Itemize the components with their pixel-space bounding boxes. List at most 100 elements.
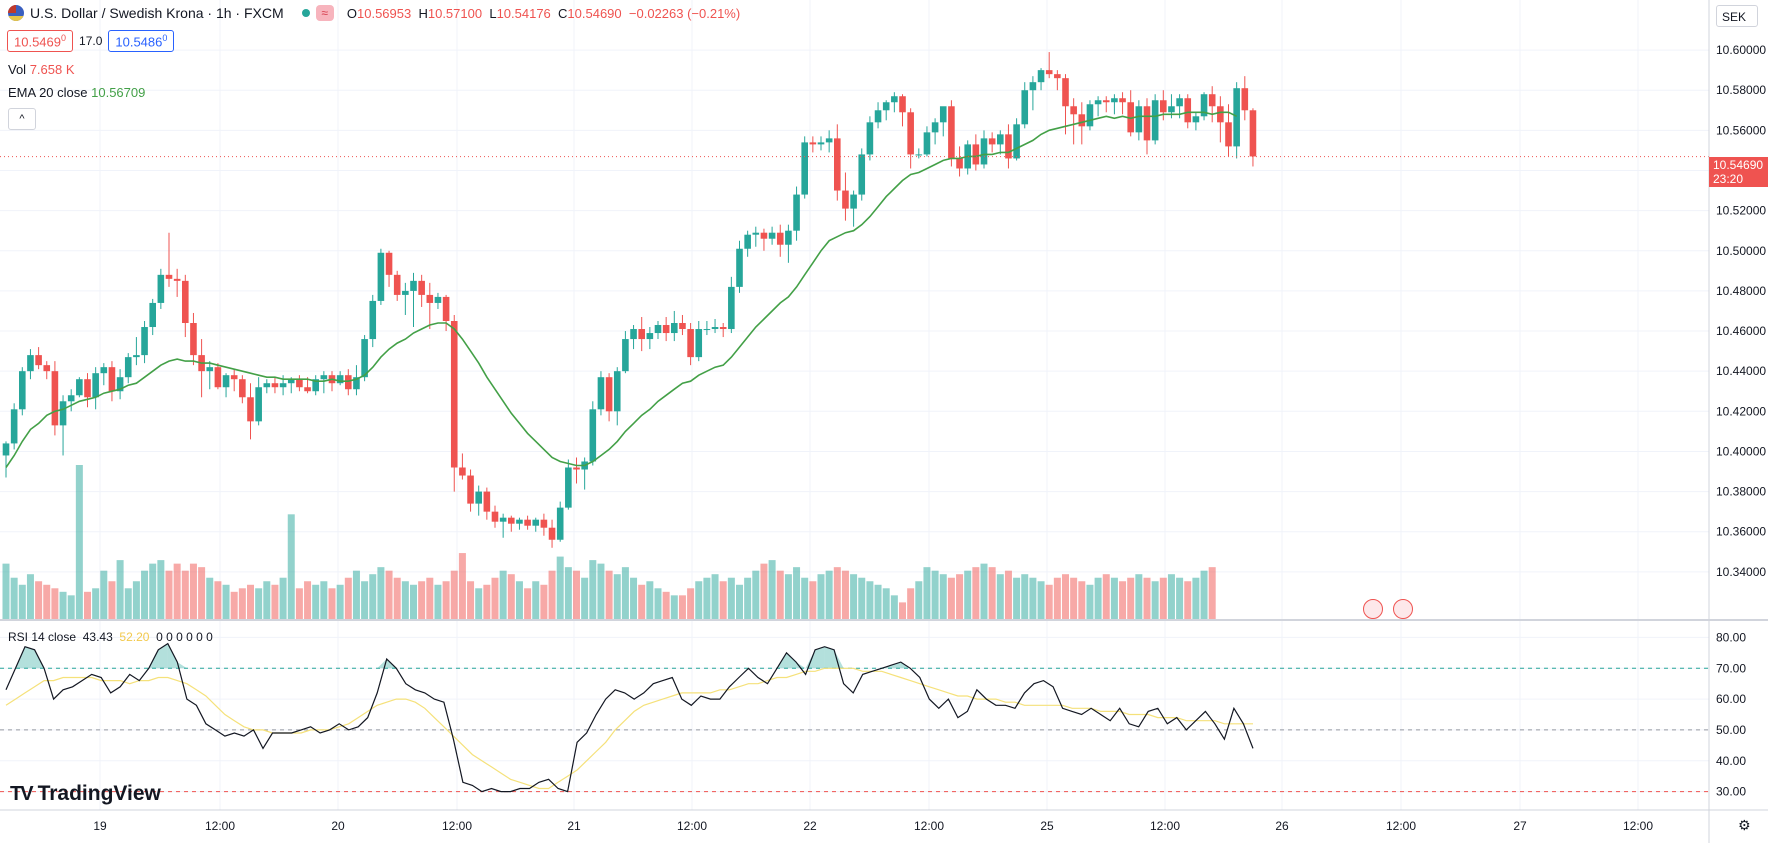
candle[interactable] [752, 226, 760, 247]
symbol-title[interactable]: U.S. Dollar / Swedish Krona · 1h · FXCM [30, 5, 284, 21]
candle[interactable] [679, 314, 686, 336]
candle[interactable] [108, 361, 116, 402]
candle[interactable] [972, 134, 980, 171]
candle[interactable] [785, 224, 792, 263]
candle[interactable] [915, 148, 923, 159]
candle[interactable] [149, 298, 156, 336]
candle[interactable] [744, 230, 751, 257]
candle[interactable] [760, 228, 768, 251]
candle[interactable] [100, 363, 108, 386]
candle[interactable] [124, 353, 132, 384]
candle[interactable] [931, 118, 939, 145]
candle[interactable] [1086, 100, 1094, 131]
candle[interactable] [671, 310, 678, 342]
candle[interactable] [581, 457, 588, 490]
candle[interactable] [997, 130, 1004, 155]
candle[interactable] [923, 126, 931, 157]
candle[interactable] [899, 94, 906, 127]
candle[interactable] [589, 401, 597, 466]
rsi-pane[interactable] [0, 642, 1709, 793]
candle[interactable] [1217, 96, 1224, 143]
candle[interactable] [35, 347, 42, 370]
candle[interactable] [980, 130, 988, 169]
candle[interactable] [1005, 124, 1012, 169]
candle[interactable] [51, 361, 59, 436]
candle[interactable] [662, 316, 670, 342]
buy-button[interactable]: 10.54860 [108, 30, 175, 53]
candle[interactable] [638, 316, 645, 352]
candle[interactable] [67, 389, 75, 412]
candle[interactable] [809, 136, 817, 153]
candle[interactable] [1135, 100, 1143, 141]
candle[interactable] [866, 116, 874, 161]
candle[interactable] [565, 459, 572, 510]
candle[interactable] [556, 501, 564, 542]
candle[interactable] [1143, 98, 1151, 155]
candle[interactable] [2, 441, 10, 478]
candle[interactable] [1119, 92, 1126, 115]
candle[interactable] [1021, 82, 1029, 129]
candle[interactable] [516, 517, 523, 530]
candle[interactable] [882, 100, 890, 121]
candle[interactable] [597, 371, 605, 416]
candle[interactable] [1208, 86, 1216, 123]
candle[interactable] [296, 375, 303, 392]
candle[interactable] [361, 335, 368, 382]
candle[interactable] [508, 515, 515, 532]
candle[interactable] [874, 102, 882, 129]
candle[interactable] [834, 124, 841, 201]
candle[interactable] [1111, 94, 1118, 115]
candle[interactable] [907, 108, 914, 169]
candle[interactable] [499, 513, 507, 538]
candle[interactable] [605, 373, 613, 422]
candle[interactable] [939, 106, 947, 137]
candle-series[interactable] [2, 52, 1257, 548]
candle[interactable] [43, 361, 51, 380]
candle[interactable] [418, 274, 425, 307]
candle[interactable] [230, 369, 238, 392]
candle[interactable] [157, 268, 165, 309]
candle[interactable] [801, 136, 808, 199]
candle[interactable] [19, 367, 26, 416]
candle[interactable] [1094, 96, 1102, 117]
candle[interactable] [988, 132, 996, 153]
candle[interactable] [858, 148, 866, 201]
candle[interactable] [776, 224, 784, 257]
candle[interactable] [1070, 98, 1077, 145]
candle[interactable] [711, 318, 719, 334]
candle[interactable] [336, 371, 344, 386]
candle[interactable] [1241, 76, 1249, 121]
candle[interactable] [850, 190, 857, 227]
candle[interactable] [434, 292, 442, 309]
candle[interactable] [1151, 94, 1159, 145]
candle[interactable] [255, 377, 262, 426]
candle[interactable] [817, 136, 825, 151]
candle[interactable] [385, 250, 393, 287]
candle[interactable] [353, 365, 360, 396]
candle[interactable] [613, 367, 621, 426]
candle[interactable] [1062, 74, 1069, 135]
candle[interactable] [1102, 96, 1110, 113]
candle[interactable] [393, 270, 401, 301]
candle[interactable] [768, 226, 776, 245]
rsi-legend[interactable]: RSI 14 close 43.43 52.20 0 0 0 0 0 0 [8, 630, 213, 644]
candle[interactable] [402, 282, 409, 315]
volume-legend[interactable]: Vol 7.658 K [8, 62, 75, 77]
candle[interactable] [491, 505, 499, 528]
candle[interactable] [92, 367, 99, 410]
candle[interactable] [1160, 90, 1167, 121]
candle[interactable] [1249, 108, 1257, 167]
candle[interactable] [84, 373, 91, 408]
candle[interactable] [793, 186, 800, 241]
candle[interactable] [1192, 112, 1200, 131]
candle[interactable] [467, 469, 474, 512]
candle[interactable] [1233, 82, 1240, 159]
candle[interactable] [483, 487, 491, 520]
candle[interactable] [1029, 76, 1037, 111]
candle[interactable] [190, 312, 197, 366]
candle[interactable] [426, 282, 434, 330]
candle[interactable] [736, 240, 743, 293]
candle[interactable] [1054, 70, 1061, 91]
candle[interactable] [654, 321, 662, 340]
